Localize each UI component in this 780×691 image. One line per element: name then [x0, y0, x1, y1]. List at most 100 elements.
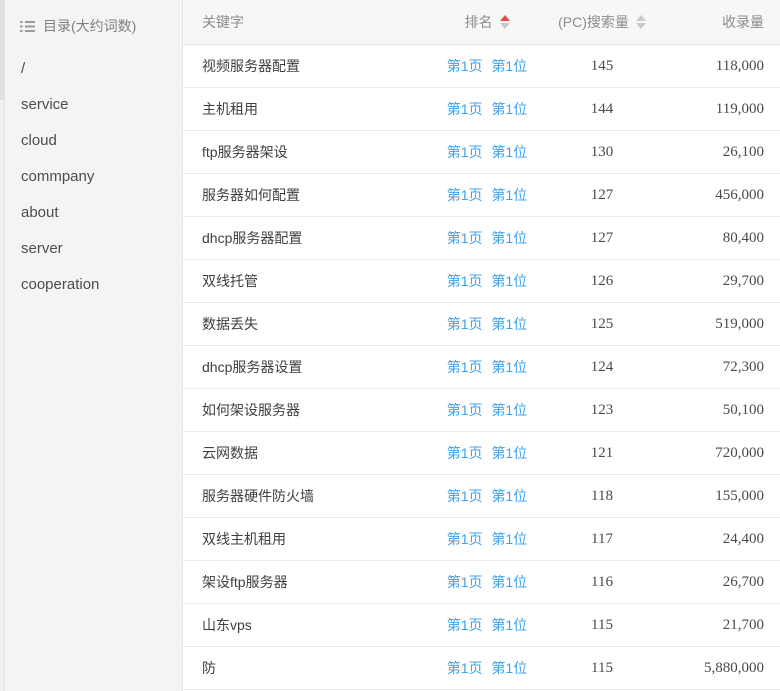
table-header-row: 关键字 排名 (PC)搜索量	[183, 0, 780, 45]
search-volume-sort-icon[interactable]	[635, 15, 646, 29]
rank-page-link[interactable]: 第1页	[446, 660, 483, 676]
search-volume-cell: 116	[591, 573, 613, 590]
rank-position-link[interactable]: 第1位	[491, 144, 528, 160]
sidebar-item[interactable]: about	[5, 194, 182, 230]
table-row: 架设ftp服务器 第1页 第1位 116 26,700	[183, 561, 780, 604]
rank-position-link[interactable]: 第1位	[491, 230, 528, 246]
rank-position-link[interactable]: 第1位	[491, 101, 528, 117]
search-volume-cell: 124	[590, 358, 614, 375]
sort-desc-arrow-icon[interactable]	[499, 23, 510, 29]
rank-position-link[interactable]: 第1位	[491, 531, 528, 547]
search-volume-cell: 127	[590, 186, 614, 203]
column-header-rank[interactable]: 排名	[437, 12, 537, 32]
sidebar-item[interactable]: commpany	[5, 158, 182, 194]
table-row: dhcp服务器设置 第1页 第1位 124 72,300	[183, 346, 780, 389]
rank-page-link[interactable]: 第1页	[446, 617, 483, 633]
search-volume-cell: 117	[591, 530, 613, 547]
keyword-table: 关键字 排名 (PC)搜索量	[182, 0, 780, 691]
column-header-keyword: 关键字	[202, 14, 244, 30]
sidebar-item[interactable]: /	[5, 50, 182, 86]
indexed-cell: 26,100	[722, 143, 764, 160]
table-body: 视频服务器配置 第1页 第1位 145 118,000 主机租用 第1页 第1位…	[183, 45, 780, 690]
table-row: dhcp服务器配置 第1页 第1位 127 80,400	[183, 217, 780, 260]
keyword-cell: dhcp服务器设置	[202, 359, 303, 375]
table-row: 双线托管 第1页 第1位 126 29,700	[183, 260, 780, 303]
rank-cell: 第1页 第1位	[437, 572, 537, 592]
column-header-search-volume-label: (PC)搜索量	[558, 14, 629, 30]
sidebar-item-label: commpany	[21, 167, 95, 185]
indexed-cell: 80,400	[722, 229, 764, 246]
rank-position-link[interactable]: 第1位	[491, 617, 528, 633]
table-row: 如何架设服务器 第1页 第1位 123 50,100	[183, 389, 780, 432]
keyword-cell: 双线主机租用	[202, 531, 286, 547]
keyword-cell: 服务器如何配置	[202, 187, 300, 203]
sidebar-item[interactable]: cloud	[5, 122, 182, 158]
rank-cell: 第1页 第1位	[437, 271, 537, 291]
search-volume-cell: 121	[590, 444, 614, 461]
rank-cell: 第1页 第1位	[437, 615, 537, 635]
rank-position-link[interactable]: 第1位	[491, 445, 528, 461]
table-row: 山东vps 第1页 第1位 115 21,700	[183, 604, 780, 647]
rank-page-link[interactable]: 第1页	[446, 316, 483, 332]
rank-page-link[interactable]: 第1页	[446, 230, 483, 246]
search-volume-cell: 118	[591, 487, 613, 504]
rank-page-link[interactable]: 第1页	[446, 488, 483, 504]
rank-position-link[interactable]: 第1位	[491, 187, 528, 203]
sort-asc-arrow-icon[interactable]	[635, 15, 646, 21]
column-header-search-volume[interactable]: (PC)搜索量	[537, 12, 667, 32]
column-header-rank-label: 排名	[464, 14, 493, 30]
rank-page-link[interactable]: 第1页	[446, 402, 483, 418]
rank-position-link[interactable]: 第1位	[491, 359, 528, 375]
rank-cell: 第1页 第1位	[437, 443, 537, 463]
keyword-cell: 主机租用	[202, 101, 258, 117]
rank-page-link[interactable]: 第1页	[446, 58, 483, 74]
rank-page-link[interactable]: 第1页	[446, 101, 483, 117]
list-icon	[20, 20, 35, 33]
scrollbar-thumb[interactable]	[0, 0, 4, 100]
sidebar-item[interactable]: cooperation	[5, 266, 182, 302]
indexed-cell: 456,000	[715, 186, 764, 203]
keyword-cell: ftp服务器架设	[202, 144, 288, 160]
search-volume-cell: 127	[590, 229, 614, 246]
rank-page-link[interactable]: 第1页	[446, 531, 483, 547]
keyword-cell: 云网数据	[202, 445, 258, 461]
sort-asc-arrow-icon[interactable]	[499, 15, 510, 21]
sort-desc-arrow-icon[interactable]	[635, 23, 646, 29]
rank-page-link[interactable]: 第1页	[446, 445, 483, 461]
keyword-cell: 架设ftp服务器	[202, 574, 288, 590]
search-volume-cell: 130	[590, 143, 614, 160]
keyword-cell: 双线托管	[202, 273, 258, 289]
rank-position-link[interactable]: 第1位	[491, 660, 528, 676]
left-scrollbar[interactable]	[0, 0, 5, 691]
rank-page-link[interactable]: 第1页	[446, 273, 483, 289]
rank-position-link[interactable]: 第1位	[491, 58, 528, 74]
rank-page-link[interactable]: 第1页	[446, 574, 483, 590]
rank-position-link[interactable]: 第1位	[491, 488, 528, 504]
table-row: 服务器如何配置 第1页 第1位 127 456,000	[183, 174, 780, 217]
directory-sidebar: 目录(大约词数) / service cloud commpany about …	[5, 0, 182, 691]
rank-cell: 第1页 第1位	[437, 314, 537, 334]
search-volume-cell: 126	[590, 272, 614, 289]
indexed-cell: 720,000	[715, 444, 764, 461]
indexed-cell: 50,100	[722, 401, 764, 418]
keyword-cell: 数据丢失	[202, 316, 258, 332]
rank-page-link[interactable]: 第1页	[446, 359, 483, 375]
rank-position-link[interactable]: 第1位	[491, 316, 528, 332]
rank-position-link[interactable]: 第1位	[491, 402, 528, 418]
rank-position-link[interactable]: 第1位	[491, 273, 528, 289]
rank-sort-icon[interactable]	[499, 15, 510, 29]
rank-page-link[interactable]: 第1页	[446, 144, 483, 160]
search-volume-cell: 144	[590, 100, 614, 117]
keyword-cell: dhcp服务器配置	[202, 230, 303, 246]
search-volume-cell: 115	[591, 659, 613, 676]
keyword-cell: 山东vps	[202, 617, 252, 633]
sidebar-item-label: server	[21, 239, 63, 257]
keyword-cell: 服务器硬件防火墙	[202, 488, 314, 504]
sidebar-item-label: service	[21, 95, 69, 113]
rank-cell: 第1页 第1位	[437, 228, 537, 248]
sidebar-item[interactable]: server	[5, 230, 182, 266]
rank-page-link[interactable]: 第1页	[446, 187, 483, 203]
table-row: 云网数据 第1页 第1位 121 720,000	[183, 432, 780, 475]
rank-position-link[interactable]: 第1位	[491, 574, 528, 590]
sidebar-item[interactable]: service	[5, 86, 182, 122]
